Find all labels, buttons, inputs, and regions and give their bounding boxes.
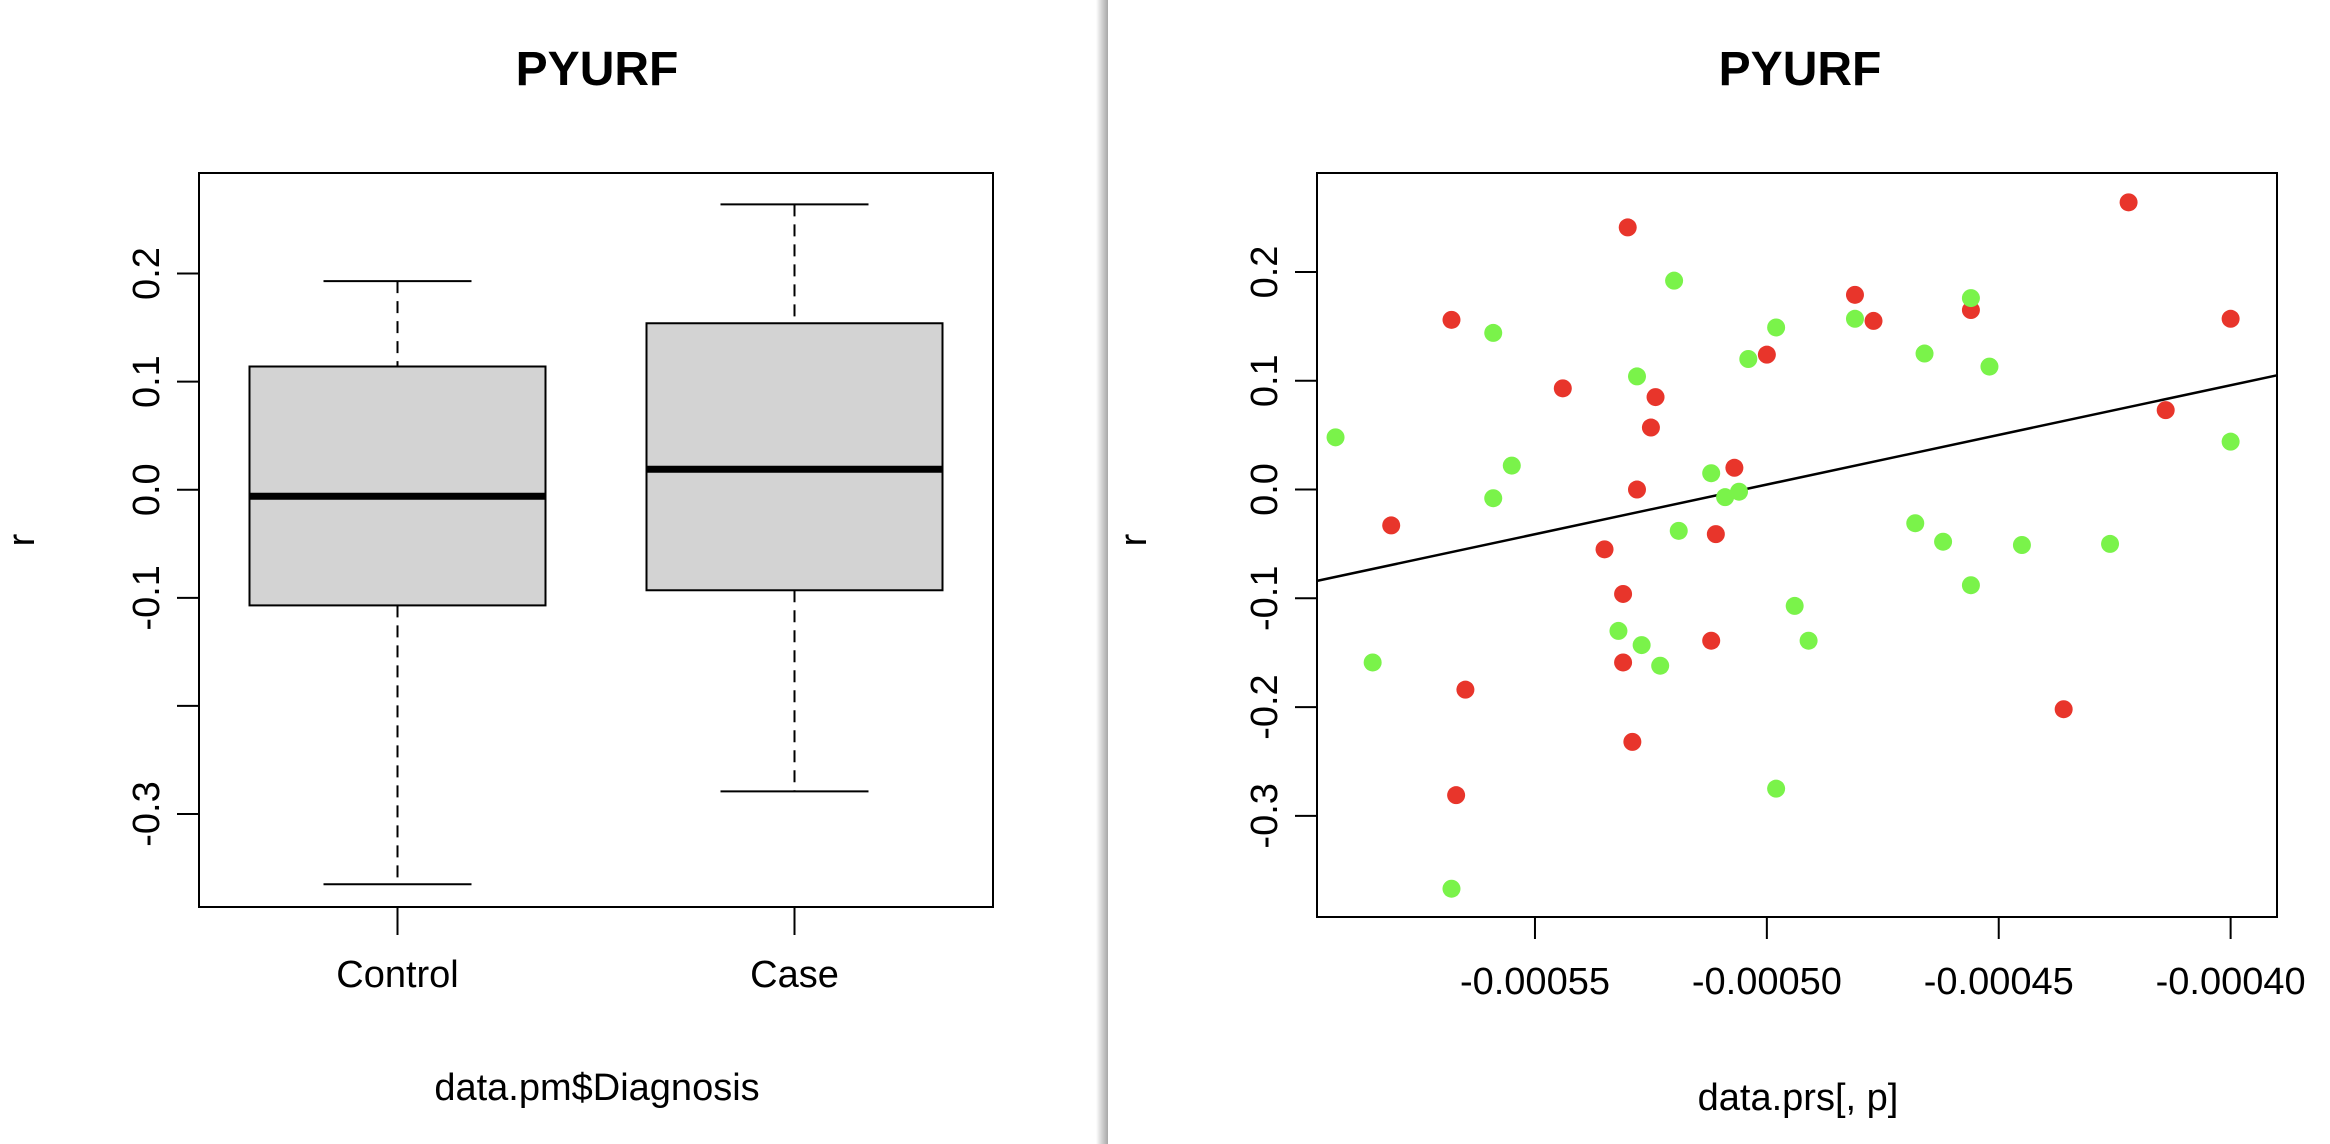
scatter-point-green xyxy=(1632,636,1651,655)
boxplot-y-label: r xyxy=(1,533,43,546)
scatter-point-green xyxy=(1906,514,1925,533)
scatter-point-red xyxy=(1757,345,1776,364)
scatter-point-green xyxy=(2101,534,2120,553)
scatter-point-red xyxy=(1702,631,1721,650)
box-iqr xyxy=(645,322,944,592)
box-control xyxy=(248,280,547,886)
scatter-y-label: r xyxy=(1113,533,1155,546)
scatter-point-green xyxy=(1961,289,1980,308)
scatter-title: PYURF xyxy=(1719,43,1882,96)
trend-line xyxy=(1316,374,2278,583)
scatter-point-green xyxy=(1730,482,1749,501)
scatter-point-green xyxy=(1665,271,1684,290)
box-iqr xyxy=(248,365,547,607)
scatter-point-green xyxy=(1502,456,1521,475)
scatter-point-red xyxy=(1456,680,1475,699)
scatter-point-red xyxy=(1845,285,1864,304)
boxplot-x-axis: Control Case xyxy=(336,907,839,996)
scatter-point-green xyxy=(1326,428,1345,447)
scatter-point-green xyxy=(1845,309,1864,328)
scatter-y-tick-label: -0.1 xyxy=(1244,566,1286,631)
scatter-y-axis: -0.3 -0.2 -0.1 0.0 0.1 0.2 xyxy=(1244,246,1317,849)
scatter-point-green xyxy=(1739,350,1758,368)
scatter-point-red xyxy=(1628,480,1646,499)
scatter-x-tick-label: -0.00045 xyxy=(1924,961,2074,1003)
scatter-x-axis: -0.00055 -0.00050 -0.00045 -0.00040 xyxy=(1460,917,2306,1003)
scatter-point-red xyxy=(1623,732,1642,751)
scatter-point-green xyxy=(1961,576,1980,595)
scatter-y-tick-label: -0.2 xyxy=(1244,674,1286,739)
scatter-point-red xyxy=(1382,516,1401,535)
background-window-edge xyxy=(1096,0,1110,1144)
scatter-point-red xyxy=(1646,388,1665,407)
scatter-point-green xyxy=(2221,432,2240,451)
scatter-point-green xyxy=(1934,532,1953,551)
scatter-x-label: data.prs[, p] xyxy=(1698,1077,1899,1119)
scatter-point-green xyxy=(2012,536,2031,554)
scatter-point-green xyxy=(1767,318,1786,337)
scatter-point-green xyxy=(1915,344,1934,363)
scatter-point-green xyxy=(1628,367,1646,386)
box-case xyxy=(645,203,944,793)
scatter-points xyxy=(1326,193,2240,898)
scatter-point-red xyxy=(2156,401,2175,420)
boxplot-y-tick-label: -0.3 xyxy=(126,781,168,846)
scatter-x-tick-label: -0.00050 xyxy=(1692,961,1842,1003)
boxplot-category-label: Case xyxy=(750,954,839,996)
scatter-point-green xyxy=(1609,621,1628,640)
boxplot-window: PYURF -0.3 -0.1 0.0 0.1 0.2 Control Case data… xyxy=(0,0,1100,1144)
boxplot-y-tick-label: 0.0 xyxy=(126,463,168,516)
scatter-x-tick-label: -0.00040 xyxy=(2156,961,2306,1003)
scatter-point-red xyxy=(1864,311,1883,330)
boxplot-boxes xyxy=(248,203,944,886)
scatter-point-green xyxy=(1702,464,1721,483)
scatter-point-green xyxy=(1799,631,1818,650)
scatter-chart: PYURF -0.3-0.2-0.10.00.10.2 -0.00055 -0.0… xyxy=(1113,43,2306,1119)
scatter-y-tick-label: 0.0 xyxy=(1244,463,1286,516)
scatter-point-red xyxy=(1442,310,1461,329)
scatter-y-tick-label: -0.3 xyxy=(1244,783,1286,848)
boxplot-category-label: Control xyxy=(336,954,459,996)
scatter-point-green xyxy=(1484,489,1503,508)
scatter-y-tick-label: 0.1 xyxy=(1244,354,1286,407)
scatter-point-red xyxy=(2119,193,2138,212)
scatter-point-green xyxy=(1669,521,1688,540)
scatter-point-red xyxy=(1553,379,1572,398)
boxplot-frame xyxy=(198,172,994,908)
scatter-point-red xyxy=(1706,525,1725,544)
scatter-frame xyxy=(1316,172,2278,918)
scatter-point-red xyxy=(1614,653,1633,672)
boxplot-y-tick-label: 0.2 xyxy=(126,247,168,300)
scatter-point-green xyxy=(1785,596,1804,615)
boxplot-x-label: data.pm$Diagnosis xyxy=(434,1067,759,1109)
scatter-point-red xyxy=(1725,458,1744,477)
scatter-trend-line-group xyxy=(1316,374,2278,583)
scatter-point-red xyxy=(1447,786,1466,805)
scatter-point-green xyxy=(1442,879,1461,898)
scatter-y-tick-label: 0.2 xyxy=(1244,246,1286,299)
scatter-window: PYURF -0.3 -0.2 -0.1 0.0 0.1 0.2 -0.00055 -0.0… xyxy=(1108,0,2330,1144)
scatter-point-red xyxy=(2054,700,2073,719)
scatter-point-red xyxy=(1595,540,1614,559)
boxplot-y-tick-label: 0.1 xyxy=(126,355,168,408)
scatter-point-red xyxy=(1641,418,1660,437)
scatter-point-red xyxy=(2221,309,2240,328)
scatter-point-green xyxy=(1651,656,1670,675)
scatter-point-green xyxy=(1363,653,1382,672)
scatter-point-red xyxy=(1614,584,1633,603)
scatter-point-green xyxy=(1484,323,1503,342)
boxplot-y-tick-label: -0.1 xyxy=(126,565,168,630)
scatter-point-green xyxy=(1980,357,1999,376)
boxplot-title: PYURF xyxy=(516,43,679,96)
scatter-point-green xyxy=(1716,488,1735,507)
scatter-point-green xyxy=(1767,779,1786,798)
scatter-x-tick-label: -0.00055 xyxy=(1460,961,1610,1003)
scatter-point-red xyxy=(1618,218,1637,237)
boxplot-chart: PYURF -0.3 -0.1 0.0 0.1 0.2 Control Case data… xyxy=(1,43,994,1109)
boxplot-y-axis: -0.3 -0.1 0.0 0.1 0.2 xyxy=(126,247,199,847)
